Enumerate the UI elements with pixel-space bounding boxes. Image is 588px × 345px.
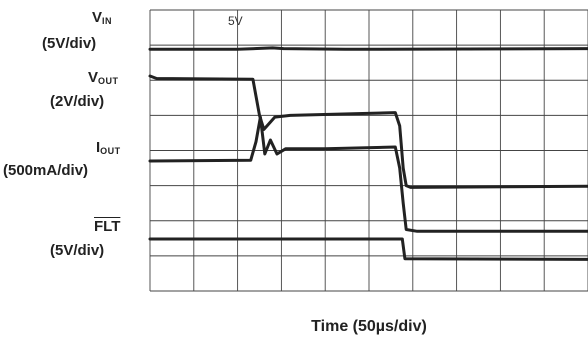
label-vout-scale: (2V/div) (50, 93, 105, 110)
chart-traces (148, 46, 588, 261)
x-axis-label: Time (50µs/div) (311, 318, 427, 335)
trace-flt (148, 237, 588, 261)
label-flt-scale: (5V/div) (50, 242, 105, 259)
label-vin: VIN (92, 9, 113, 26)
trace-iout (148, 115, 588, 233)
label-iout-scale: (500mA/div) (3, 162, 89, 179)
grid-tag: 5V (228, 14, 243, 28)
label-flt: FLT (94, 218, 121, 235)
label-vout: VOUT (88, 69, 119, 86)
label-vin-scale: (5V/div) (42, 35, 97, 52)
trace-vin (148, 46, 588, 51)
trace-vout (148, 74, 588, 189)
chart-grid (149, 9, 588, 292)
label-iout: IOUT (96, 139, 121, 156)
